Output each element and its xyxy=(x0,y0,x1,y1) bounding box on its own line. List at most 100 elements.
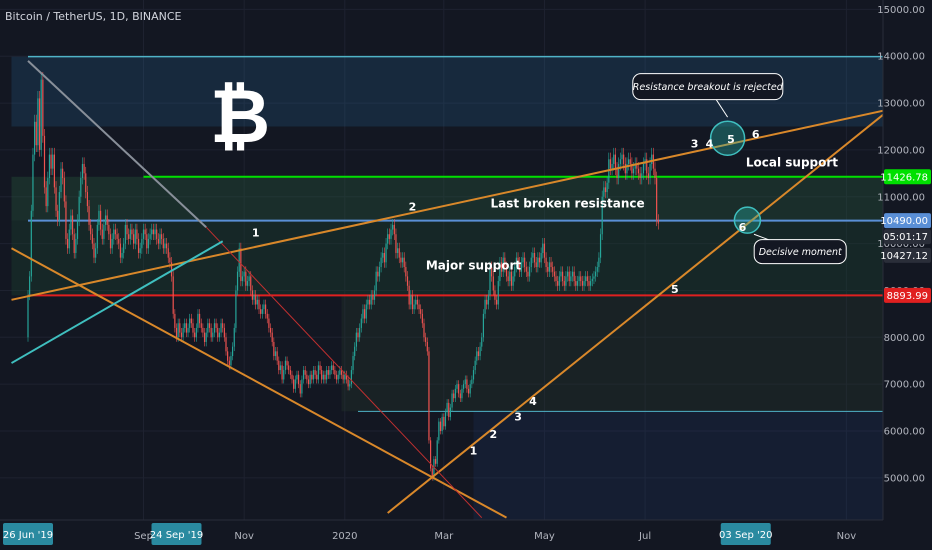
candle-body xyxy=(279,365,282,371)
candle xyxy=(27,290,29,342)
candle xyxy=(380,252,382,273)
candle xyxy=(533,247,536,268)
candle-body xyxy=(390,229,392,239)
candle-body xyxy=(441,416,443,431)
candle xyxy=(203,328,206,347)
candle-body xyxy=(451,393,453,408)
candle-body xyxy=(192,323,194,333)
candle-body xyxy=(578,276,580,282)
candle-body xyxy=(515,257,517,268)
candle-body xyxy=(393,224,395,235)
candle xyxy=(53,147,55,194)
candle-body xyxy=(575,281,577,286)
candle-body xyxy=(90,224,92,235)
candle-body xyxy=(288,365,290,371)
candle xyxy=(139,242,141,259)
candle-body xyxy=(258,299,260,310)
time-badge-bg xyxy=(720,523,771,545)
candle-body xyxy=(583,281,585,286)
candle xyxy=(603,181,605,203)
candle xyxy=(256,294,258,310)
candle-body xyxy=(228,360,230,366)
candle xyxy=(560,266,562,282)
highlight-circle xyxy=(709,120,746,156)
candle xyxy=(268,313,270,333)
candle xyxy=(45,181,47,213)
callout-text: Decisive moment xyxy=(759,247,843,258)
candle xyxy=(459,389,461,402)
candle xyxy=(42,72,44,143)
candle xyxy=(540,247,542,268)
candle-body xyxy=(370,295,372,305)
candle-body xyxy=(220,323,222,333)
candle-body xyxy=(167,248,169,258)
candle xyxy=(166,237,168,254)
candle-body xyxy=(286,360,288,366)
candle-body xyxy=(566,271,569,277)
candle xyxy=(524,252,526,273)
candle xyxy=(476,347,478,365)
candle xyxy=(510,266,513,291)
candle xyxy=(114,223,117,240)
candle-body xyxy=(423,323,425,338)
candle xyxy=(73,228,75,259)
candle xyxy=(436,437,438,467)
wave-label: 2 xyxy=(409,200,417,213)
candle-body xyxy=(458,384,460,394)
candle-body xyxy=(400,257,402,263)
candle xyxy=(393,219,395,240)
candle-body xyxy=(302,370,305,380)
candle-body xyxy=(98,210,100,225)
candle-body xyxy=(71,215,74,235)
candle xyxy=(461,384,463,402)
highlight-circles xyxy=(709,120,762,234)
candle-body xyxy=(557,281,559,286)
candle xyxy=(306,370,308,384)
callouts: Resistance breakout is rejected Decisive … xyxy=(632,73,847,265)
candle-body xyxy=(595,271,597,277)
candle-body xyxy=(538,257,541,263)
candle-body xyxy=(78,196,80,221)
time-badge-text: 03 Sep '20 xyxy=(719,530,772,541)
candle xyxy=(136,223,138,245)
time-tick-label: May xyxy=(534,531,555,542)
candle xyxy=(251,285,253,305)
candle xyxy=(149,228,151,245)
candle-body xyxy=(654,168,656,179)
candle xyxy=(65,195,67,245)
candle-body xyxy=(596,267,598,272)
price-tick-label: 5000.00 xyxy=(884,473,925,484)
candle-body xyxy=(248,276,250,282)
candle-body xyxy=(395,234,397,253)
candle xyxy=(553,266,555,282)
candle-body xyxy=(502,257,504,272)
candle-body xyxy=(507,276,509,282)
candle-body xyxy=(652,154,654,169)
candle-body xyxy=(603,187,605,197)
candle-body xyxy=(466,379,468,389)
candle-body xyxy=(639,173,641,179)
candle xyxy=(197,309,199,333)
candle-body xyxy=(428,351,430,441)
candle-body xyxy=(604,187,607,193)
candle-body xyxy=(631,163,633,174)
candle-body xyxy=(637,168,640,174)
candle-body xyxy=(439,421,442,431)
candle-body xyxy=(177,323,179,338)
candle-body xyxy=(283,370,285,380)
candle-body xyxy=(124,224,126,244)
candle-body xyxy=(253,295,255,300)
candle-body xyxy=(474,360,476,371)
candle xyxy=(425,332,427,347)
candle-body xyxy=(535,262,537,268)
candle-body xyxy=(613,154,615,164)
candle xyxy=(189,313,191,333)
candle-body xyxy=(269,327,272,333)
candle-body xyxy=(525,267,527,272)
candle xyxy=(591,273,593,287)
candle-body xyxy=(289,370,291,375)
trend-line xyxy=(205,226,483,519)
candle xyxy=(124,219,126,250)
candle-body xyxy=(555,276,557,282)
